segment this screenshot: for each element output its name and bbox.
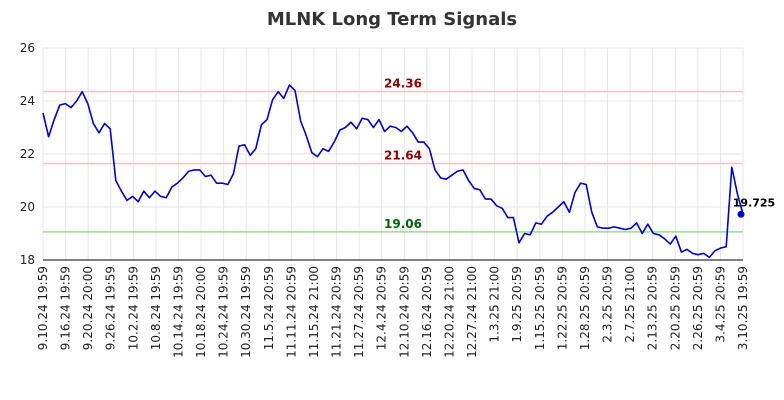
- reference-line-label: 19.06: [384, 217, 422, 231]
- reference-line-label: 24.36: [384, 76, 422, 90]
- x-tick-label: 1.9.25 20:59: [510, 266, 524, 343]
- y-tick-label: 22: [20, 147, 35, 161]
- x-tick-label: 1.3.25 21:00: [488, 266, 502, 343]
- y-tick-label: 18: [20, 253, 35, 267]
- x-tick-label: 11.11.24 20:59: [284, 266, 298, 358]
- y-tick-label: 26: [20, 41, 35, 55]
- x-tick-label: 10.18.24 20:00: [194, 266, 208, 358]
- y-tick-label: 20: [20, 200, 35, 214]
- x-tick-label: 11.21.24 20:59: [330, 266, 344, 358]
- y-tick-label: 24: [20, 94, 35, 108]
- last-point-marker: [737, 210, 745, 218]
- x-tick-label: 2.26.25 20:59: [691, 266, 705, 350]
- x-tick-label: 11.27.24 20:59: [352, 266, 366, 358]
- x-tick-label: 9.16.24 19:59: [59, 266, 73, 350]
- last-value-label: 19.725: [733, 196, 775, 209]
- x-tick-label: 1.28.25 20:59: [578, 266, 592, 350]
- x-tick-label: 10.8.24 19:59: [149, 266, 163, 350]
- x-tick-label: 2.13.25 20:59: [646, 266, 660, 350]
- x-tick-label: 12.16.24 20:59: [420, 266, 434, 358]
- x-tick-label: 10.14.24 19:59: [171, 266, 185, 358]
- labels: 24.36 21.64 19.06 19.725: [384, 76, 775, 230]
- x-tick-label: 2.20.25 20:59: [668, 266, 682, 350]
- x-tick-label: 9.26.24 19:59: [104, 266, 118, 350]
- reference-lines: [43, 90, 743, 233]
- x-tick-label: 11.5.24 20:59: [262, 266, 276, 350]
- x-tick-label: 10.30.24 19:59: [239, 266, 253, 358]
- x-tick-label: 3.4.25 20:59: [713, 266, 727, 343]
- x-tick-label: 11.15.24 21:00: [307, 266, 321, 358]
- chart-title: MLNK Long Term Signals: [267, 9, 517, 30]
- x-tick-label: 12.27.24 21:00: [465, 266, 479, 358]
- x-tick-label: 1.22.25 20:59: [555, 266, 569, 350]
- x-tick-label: 2.3.25 20:59: [601, 266, 615, 343]
- x-tick-label: 12.10.24 20:59: [397, 266, 411, 358]
- series-layer: [42, 84, 745, 259]
- series-line: [42, 84, 744, 259]
- x-tick-label: 1.15.25 20:59: [533, 266, 547, 350]
- x-tick-label: 9.10.24 19:59: [36, 266, 50, 350]
- x-tick-label: 9.20.24 20:00: [81, 266, 95, 350]
- x-tick-label: 12.20.24 21:00: [442, 266, 456, 358]
- reference-line-label: 21.64: [384, 149, 422, 163]
- x-tick-label: 12.4.24 20:59: [375, 266, 389, 350]
- x-tick-label: 3.10.25 19:59: [736, 266, 750, 350]
- x-tick-label: 2.7.25 21:00: [623, 266, 637, 343]
- axes: 18 20 22 24 26 9.10.24 19:59 9.16.24 19:59 9.20…: [20, 41, 750, 358]
- x-tick-label: 10.2.24 19:59: [126, 266, 140, 350]
- x-tick-label: 10.24.24 19:59: [217, 266, 231, 358]
